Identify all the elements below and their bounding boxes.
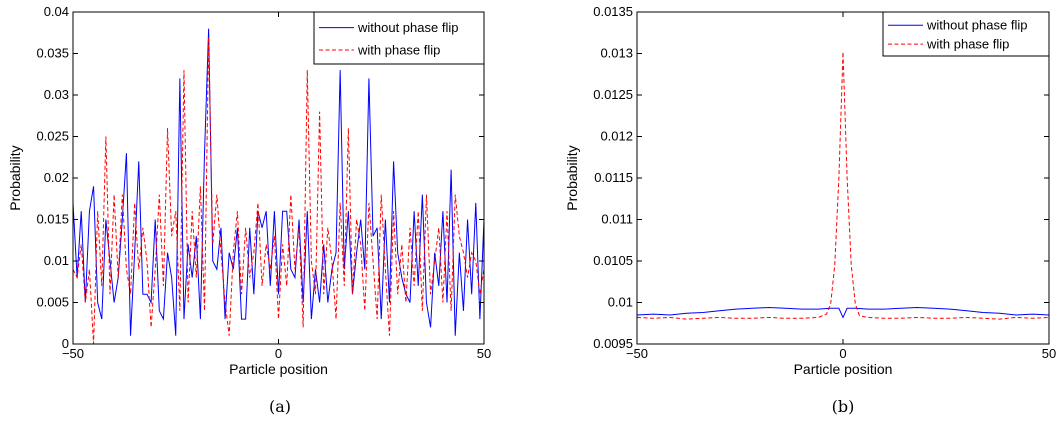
y-axis-label: Probability <box>564 145 580 210</box>
y-tick-label: 0.013 <box>600 46 633 61</box>
x-tick-label: −50 <box>626 346 648 361</box>
y-tick-label: 0.0095 <box>593 336 633 351</box>
legend-label: without phase flip <box>926 18 1027 33</box>
x-tick-label: 0 <box>839 346 846 361</box>
legend-label: without phase flip <box>357 20 458 35</box>
y-tick-label: 0.0115 <box>594 170 633 185</box>
x-axis-label: Particle position <box>229 361 328 377</box>
y-tick-label: 0.015 <box>36 212 69 227</box>
legend: without phase flip with phase flip <box>313 11 485 65</box>
y-tick-label: 0.03 <box>44 87 69 102</box>
chart-panel-b: 0.0095 0.01 0.0105 0.011 0.0115 0.012 0.0125 0.… <box>564 4 1056 416</box>
y-tick-label: 0.035 <box>36 46 69 61</box>
legend-box <box>313 11 485 65</box>
series-line-with-phase-flip <box>637 51 1049 320</box>
y-tick-label: 0.01 <box>44 253 69 268</box>
series-line-without-phase-flip <box>637 306 1049 319</box>
figure-caption: (b) <box>832 397 855 416</box>
y-axis-label: Probability <box>7 145 23 210</box>
y-tick-label: 0.025 <box>36 129 69 144</box>
y-tick-label: 0.04 <box>44 4 69 19</box>
y-tick-label: 0.0105 <box>593 253 633 268</box>
x-tick-label: 0 <box>275 346 282 361</box>
legend-label: with phase flip <box>357 42 440 57</box>
x-tick-label: 50 <box>1042 346 1056 361</box>
legend-label: with phase flip <box>926 37 1009 52</box>
y-tick-label: 0 <box>62 336 69 351</box>
x-axis-label: Particle position <box>794 361 893 377</box>
x-tick-label: 50 <box>477 346 491 361</box>
y-tick-label: 0.01 <box>608 295 633 310</box>
chart-panel-a: 0 0.005 0.01 0.015 0.02 0.025 0.03 0.035 0.04 −50… <box>7 4 491 416</box>
x-tick-label: −50 <box>62 346 84 361</box>
y-tick-label: 0.02 <box>44 170 69 185</box>
series-line-with-phase-flip <box>73 36 484 344</box>
y-tick-label: 0.0125 <box>593 87 633 102</box>
y-tick-label: 0.012 <box>600 129 633 144</box>
series-line-without-phase-flip <box>73 28 484 336</box>
legend-box <box>882 11 1050 57</box>
figure-caption: (a) <box>269 397 291 416</box>
legend: without phase flip with phase flip <box>882 11 1050 57</box>
y-tick-label: 0.005 <box>36 295 69 310</box>
y-tick-label: 0.011 <box>601 212 633 227</box>
y-tick-label: 0.0135 <box>593 4 633 19</box>
